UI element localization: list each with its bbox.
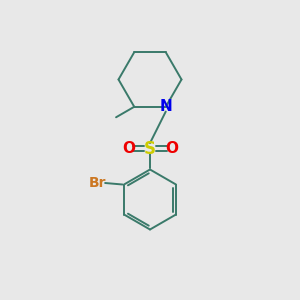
Text: N: N bbox=[159, 99, 172, 114]
Text: Br: Br bbox=[88, 176, 106, 190]
Text: S: S bbox=[144, 140, 156, 158]
Text: O: O bbox=[165, 141, 178, 156]
Text: O: O bbox=[122, 141, 135, 156]
